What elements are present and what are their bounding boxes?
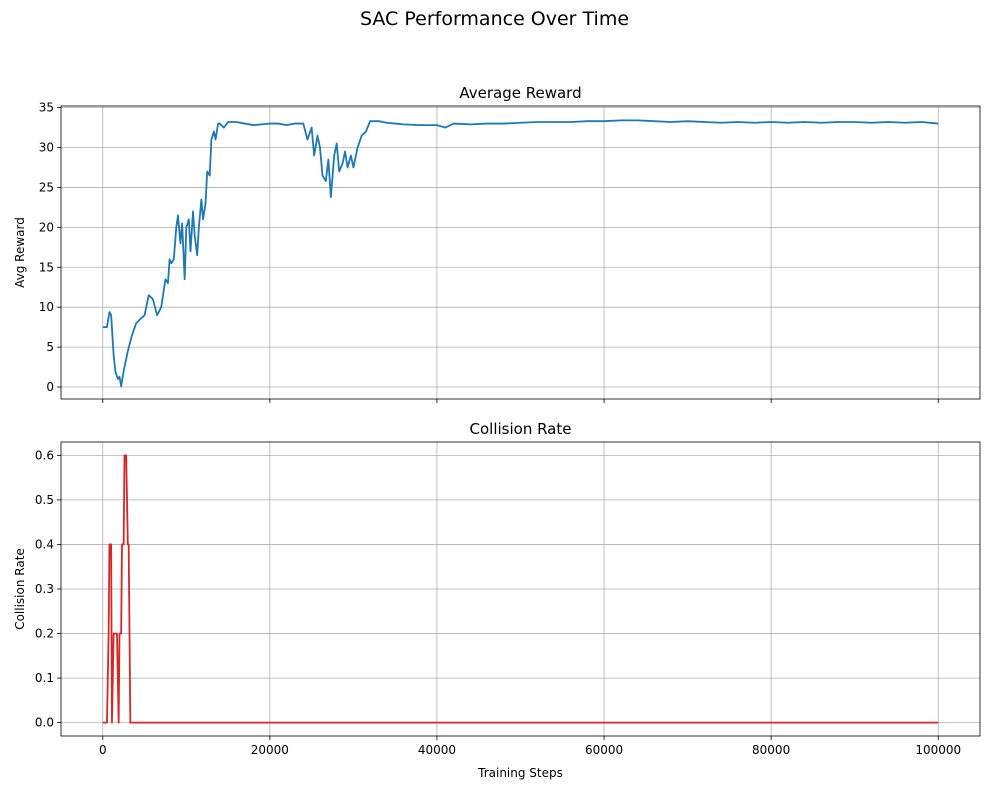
reward-series-line bbox=[102, 119, 939, 388]
collision-ytick-label-6: 0.6 bbox=[35, 448, 54, 462]
collision-ytick-label-1: 0.1 bbox=[35, 671, 54, 685]
figure-title: SAC Performance Over Time bbox=[360, 8, 629, 30]
reward-title: Average Reward bbox=[459, 84, 581, 102]
reward-ytick-label-4: 20 bbox=[39, 220, 54, 234]
reward-ytick-label-2: 10 bbox=[39, 300, 54, 314]
reward-ytick-label-0: 0 bbox=[46, 380, 54, 394]
collision-xtick-label-2: 40000 bbox=[418, 743, 456, 757]
collision-series-line bbox=[102, 454, 939, 724]
average-reward-panel: 0 5 10 15 20 25 30 35 Average Reward Avg Reward bbox=[13, 84, 981, 403]
collision-ytick-label-0: 0.0 bbox=[35, 716, 54, 730]
collision-xtick-label-3: 60000 bbox=[585, 743, 623, 757]
collision-xtick-label-1: 20000 bbox=[251, 743, 289, 757]
reward-axes-frame bbox=[60, 105, 981, 400]
collision-ytick-label-2: 0.2 bbox=[35, 627, 54, 641]
reward-ytick-label-5: 25 bbox=[39, 180, 54, 194]
reward-ytick-label-6: 30 bbox=[39, 141, 54, 155]
collision-xtick-label-0: 0 bbox=[99, 743, 107, 757]
collision-ytick-label-3: 0.3 bbox=[35, 582, 54, 596]
collision-xtick-label-4: 80000 bbox=[752, 743, 790, 757]
reward-ytick-label-3: 15 bbox=[39, 260, 54, 274]
collision-ylabel: Collision Rate bbox=[13, 548, 27, 630]
collision-ytick-label-4: 0.4 bbox=[35, 537, 54, 551]
reward-ytick-label-7: 35 bbox=[39, 101, 54, 115]
collision-ytick-label-5: 0.5 bbox=[35, 493, 54, 507]
collision-xlabel: Training Steps bbox=[477, 766, 563, 780]
reward-ylabel: Avg Reward bbox=[13, 217, 27, 288]
collision-xtick-label-5: 100000 bbox=[915, 743, 961, 757]
collision-rate-panel: 0 20000 40000 60000 80000 100000 0.0 0.1 0.2 0.3 0… bbox=[13, 420, 981, 780]
collision-title: Collision Rate bbox=[470, 420, 572, 438]
reward-ytick-label-1: 5 bbox=[46, 340, 54, 354]
